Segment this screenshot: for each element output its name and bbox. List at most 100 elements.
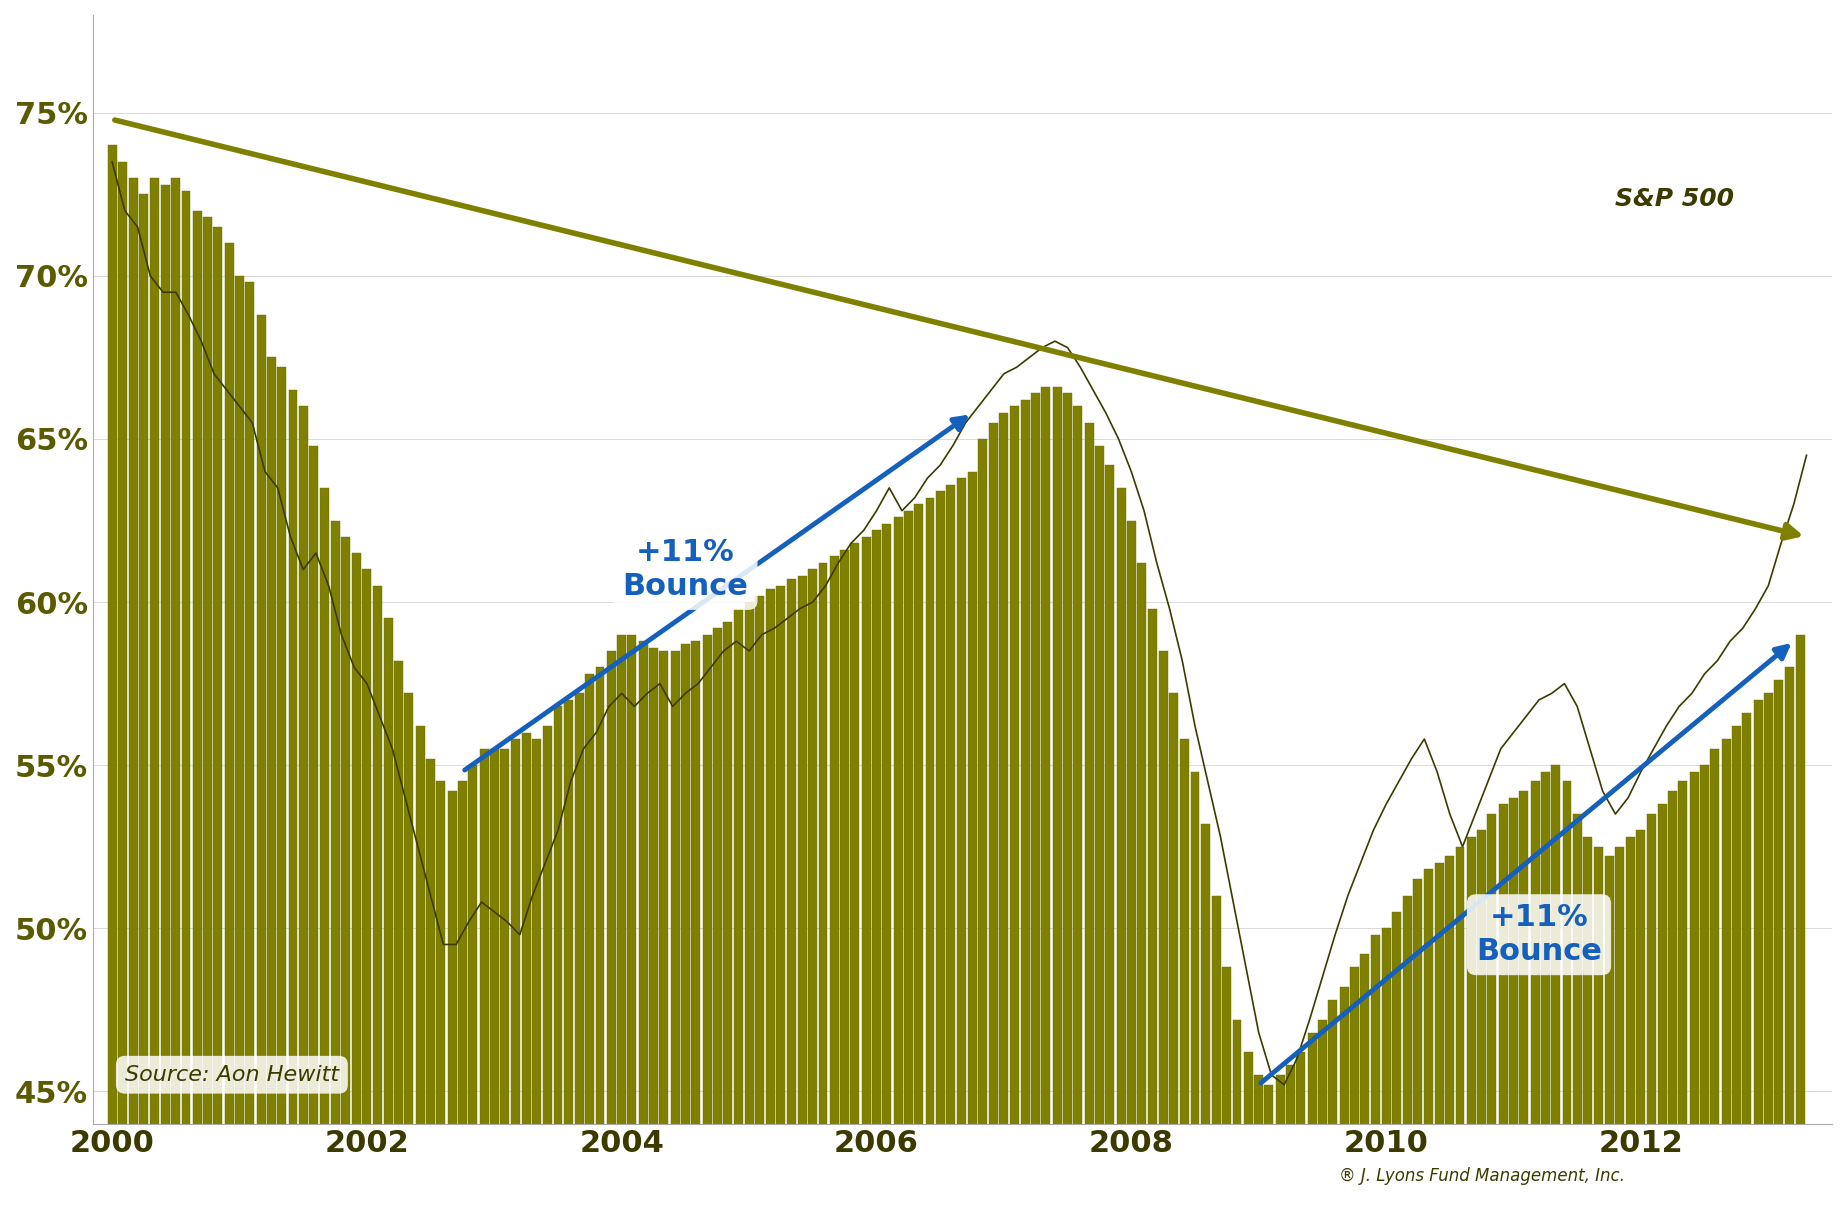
Bar (1786, 667, 1795, 1209)
Bar (246, 283, 255, 1209)
Bar (1339, 987, 1348, 1209)
Bar (129, 178, 139, 1209)
Bar (702, 635, 711, 1209)
Bar (1169, 694, 1178, 1209)
Bar (181, 191, 190, 1209)
Bar (1073, 406, 1082, 1209)
Bar (883, 523, 890, 1209)
Bar (1679, 781, 1688, 1209)
Bar (416, 725, 425, 1209)
Bar (990, 423, 997, 1209)
Bar (1668, 791, 1677, 1209)
Bar (1424, 869, 1433, 1209)
Bar (1117, 488, 1125, 1209)
Bar (1690, 771, 1699, 1209)
Bar (150, 178, 159, 1209)
Bar (554, 706, 563, 1209)
Bar (682, 644, 691, 1209)
Bar (903, 510, 912, 1209)
Bar (480, 748, 489, 1209)
Bar (1795, 635, 1805, 1209)
Bar (458, 781, 467, 1209)
Bar (501, 748, 510, 1209)
Bar (1064, 393, 1071, 1209)
Bar (1487, 814, 1496, 1209)
Bar (225, 243, 235, 1209)
Bar (1742, 713, 1751, 1209)
Bar (1574, 814, 1581, 1209)
Bar (755, 596, 765, 1209)
Text: Source: Aon Hewitt: Source: Aon Hewitt (126, 1065, 340, 1084)
Bar (1105, 465, 1114, 1209)
Text: +11%
Bounce: +11% Bounce (622, 538, 748, 601)
Bar (1127, 521, 1136, 1209)
Bar (1212, 896, 1221, 1209)
Bar (235, 276, 244, 1209)
Bar (192, 210, 201, 1209)
Bar (617, 635, 626, 1209)
Bar (404, 694, 414, 1209)
Bar (161, 185, 170, 1209)
Bar (829, 556, 839, 1209)
Bar (107, 145, 116, 1209)
Bar (595, 667, 604, 1209)
Bar (1319, 1019, 1326, 1209)
Bar (288, 391, 297, 1209)
Bar (447, 791, 456, 1209)
Bar (257, 316, 266, 1209)
Bar (1265, 1084, 1273, 1209)
Text: S&P 500: S&P 500 (1616, 186, 1734, 210)
Bar (1254, 1075, 1263, 1209)
Bar (648, 648, 658, 1209)
Bar (809, 569, 816, 1209)
Bar (1446, 856, 1454, 1209)
Bar (798, 575, 807, 1209)
Bar (691, 641, 700, 1209)
Bar (1149, 608, 1158, 1209)
Bar (308, 445, 318, 1209)
Bar (863, 537, 870, 1209)
Bar (532, 739, 541, 1209)
Bar (628, 635, 637, 1209)
Bar (1531, 781, 1540, 1209)
Bar (1773, 681, 1782, 1209)
Bar (320, 488, 329, 1209)
Bar (1191, 771, 1199, 1209)
Bar (968, 472, 977, 1209)
Bar (936, 491, 944, 1209)
Bar (957, 478, 966, 1209)
Bar (850, 543, 859, 1209)
Bar (384, 618, 393, 1209)
Bar (1021, 400, 1031, 1209)
Bar (1753, 700, 1762, 1209)
Bar (543, 725, 552, 1209)
Bar (1594, 846, 1603, 1209)
Bar (713, 629, 722, 1209)
Bar (639, 641, 648, 1209)
Bar (1764, 694, 1773, 1209)
Bar (1614, 846, 1624, 1209)
Bar (1540, 771, 1550, 1209)
Bar (1732, 725, 1742, 1209)
Bar (373, 585, 382, 1209)
Bar (840, 550, 850, 1209)
Bar (521, 733, 530, 1209)
Bar (1180, 739, 1189, 1209)
Bar (362, 569, 371, 1209)
Bar (1297, 1052, 1306, 1209)
Bar (1276, 1075, 1286, 1209)
Bar (1328, 1000, 1337, 1209)
Bar (563, 700, 573, 1209)
Bar (1138, 563, 1145, 1209)
Bar (512, 739, 521, 1209)
Bar (894, 517, 903, 1209)
Bar (1500, 804, 1507, 1209)
Bar (277, 368, 286, 1209)
Bar (585, 673, 595, 1209)
Text: +11%
Bounce: +11% Bounce (1476, 903, 1601, 966)
Bar (140, 195, 148, 1209)
Bar (353, 554, 362, 1209)
Bar (1245, 1052, 1252, 1209)
Bar (776, 585, 785, 1209)
Bar (1350, 967, 1359, 1209)
